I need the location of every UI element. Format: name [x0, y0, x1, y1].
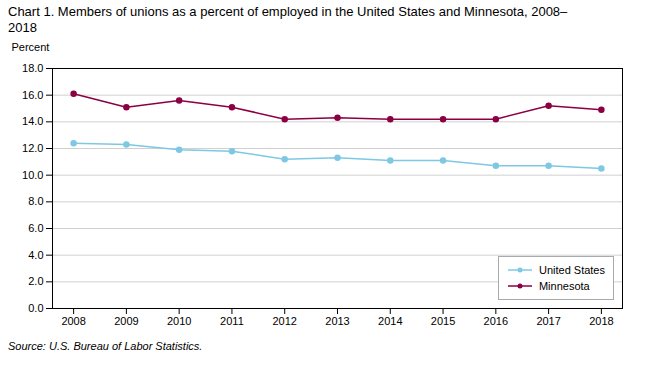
svg-text:2011: 2011: [220, 315, 244, 327]
svg-text:2018: 2018: [589, 315, 613, 327]
svg-text:Percent: Percent: [12, 41, 50, 53]
svg-text:2010: 2010: [167, 315, 191, 327]
svg-text:2008: 2008: [61, 315, 85, 327]
svg-text:2017: 2017: [536, 315, 560, 327]
html-text:Source: U.S. Bureau of Labor S: Source: U.S. Bureau of Labor Statistics.: [8, 340, 203, 352]
html-text:Chart 1. Members of unions as: Chart 1. Members of unions as a percent …: [8, 4, 568, 35]
svg-text:2015: 2015: [431, 315, 455, 327]
svg-text:2012: 2012: [272, 315, 296, 327]
svg-text:18.0: 18.0: [22, 62, 43, 74]
svg-text:2016: 2016: [484, 315, 508, 327]
svg-text:2014: 2014: [378, 315, 402, 327]
svg-text:6.0: 6.0: [28, 222, 43, 234]
svg-text:2009: 2009: [114, 315, 138, 327]
svg-text:16.0: 16.0: [22, 89, 43, 101]
html-text:United States: United States: [539, 264, 605, 276]
svg-text:14.0: 14.0: [22, 115, 43, 127]
svg-text:10.0: 10.0: [22, 169, 43, 181]
svg-text:8.0: 8.0: [28, 195, 43, 207]
svg-text:4.0: 4.0: [28, 249, 43, 261]
svg-text:0.0: 0.0: [28, 302, 43, 314]
svg-text:2.0: 2.0: [28, 275, 43, 287]
svg-text:12.0: 12.0: [22, 142, 43, 154]
html-text:Minnesota: Minnesota: [539, 280, 590, 292]
svg-text:2013: 2013: [325, 315, 349, 327]
